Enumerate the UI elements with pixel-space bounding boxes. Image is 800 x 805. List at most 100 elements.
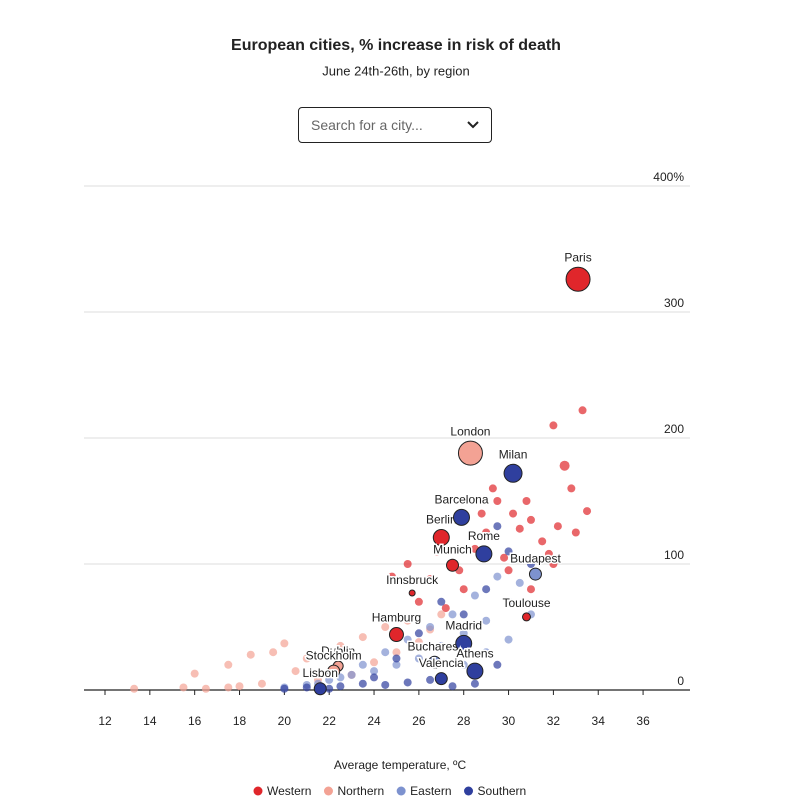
point xyxy=(291,667,300,676)
point xyxy=(370,673,379,682)
city-point xyxy=(565,266,591,292)
point xyxy=(392,654,401,663)
city-label: Innsbruck xyxy=(386,573,439,587)
point xyxy=(482,528,491,537)
point xyxy=(280,684,289,693)
y-tick-label: 0 xyxy=(677,674,684,688)
point xyxy=(370,667,379,676)
point xyxy=(190,669,199,678)
y-tick-label: 400% xyxy=(653,170,684,184)
x-tick-label: 32 xyxy=(547,714,561,728)
city-label: Berlin xyxy=(426,513,457,527)
city-label: Rome xyxy=(468,529,500,543)
city-point xyxy=(432,529,450,547)
city-label: Lisbon xyxy=(303,666,338,680)
point xyxy=(544,549,553,558)
x-tick-label: 34 xyxy=(592,714,606,728)
point xyxy=(403,635,412,644)
point xyxy=(482,648,491,657)
point xyxy=(426,575,435,584)
point xyxy=(526,585,535,594)
point xyxy=(504,635,513,644)
point xyxy=(403,678,412,687)
point xyxy=(470,679,479,688)
city-search[interactable]: Search for a city... xyxy=(298,107,492,143)
city-label: London xyxy=(450,424,490,438)
point xyxy=(538,537,547,546)
point xyxy=(414,654,423,663)
city-label: Stockholm xyxy=(306,648,362,662)
point xyxy=(325,675,334,684)
point xyxy=(437,610,446,619)
point xyxy=(302,654,311,663)
point xyxy=(470,591,479,600)
point xyxy=(381,623,390,631)
city-label: Bucharest xyxy=(408,639,463,653)
city-point xyxy=(475,545,493,563)
point xyxy=(336,641,345,650)
point xyxy=(235,682,244,691)
point xyxy=(381,648,390,657)
point xyxy=(257,679,266,688)
y-tick-label: 200 xyxy=(664,422,684,436)
point xyxy=(500,553,509,562)
chart-title: European cities, % increase in risk of d… xyxy=(231,37,561,54)
city-point xyxy=(434,672,448,686)
city-label: Milan xyxy=(499,447,528,461)
x-tick-label: 14 xyxy=(143,714,157,728)
point xyxy=(549,421,558,430)
city-point xyxy=(457,440,483,466)
point xyxy=(549,560,558,568)
point xyxy=(224,660,233,669)
point xyxy=(432,547,441,556)
point xyxy=(358,679,367,688)
point xyxy=(336,682,345,691)
city-point xyxy=(313,682,327,696)
point xyxy=(459,610,468,619)
point xyxy=(426,675,435,684)
point xyxy=(493,522,502,531)
point xyxy=(441,604,450,613)
legend-swatch xyxy=(464,786,474,796)
x-tick-label: 26 xyxy=(412,714,426,728)
legend-label: Eastern xyxy=(410,784,451,798)
point xyxy=(504,597,513,606)
city-label: Budapest xyxy=(510,551,561,565)
point xyxy=(224,683,233,692)
point xyxy=(493,660,502,669)
city-label: Hamburg xyxy=(372,611,421,625)
chart-subtitle: June 24th-26th, by region xyxy=(322,63,469,78)
point xyxy=(515,524,524,533)
x-tick-label: 24 xyxy=(367,714,381,728)
point xyxy=(459,660,468,669)
city-point xyxy=(428,655,442,669)
point xyxy=(347,670,356,679)
point xyxy=(269,648,278,657)
point xyxy=(571,528,580,537)
point xyxy=(392,648,401,657)
city-point xyxy=(503,463,523,483)
point xyxy=(578,406,587,415)
point xyxy=(482,616,491,625)
point xyxy=(526,515,535,524)
point xyxy=(179,683,188,692)
y-tick-label: 100 xyxy=(664,548,684,562)
point xyxy=(583,507,592,516)
point xyxy=(370,658,379,667)
x-tick-label: 36 xyxy=(636,714,650,728)
x-tick-label: 12 xyxy=(98,714,112,728)
point xyxy=(504,547,513,556)
point xyxy=(437,597,446,606)
x-tick-label: 22 xyxy=(323,714,337,728)
point xyxy=(325,684,334,693)
point xyxy=(414,597,423,606)
city-label: Paris xyxy=(564,250,591,264)
legend-label: Southern xyxy=(478,784,527,798)
point xyxy=(482,585,491,594)
point xyxy=(381,680,390,689)
legend-swatch xyxy=(396,786,406,796)
city-label: Munich xyxy=(433,542,472,556)
city-point xyxy=(388,627,404,643)
